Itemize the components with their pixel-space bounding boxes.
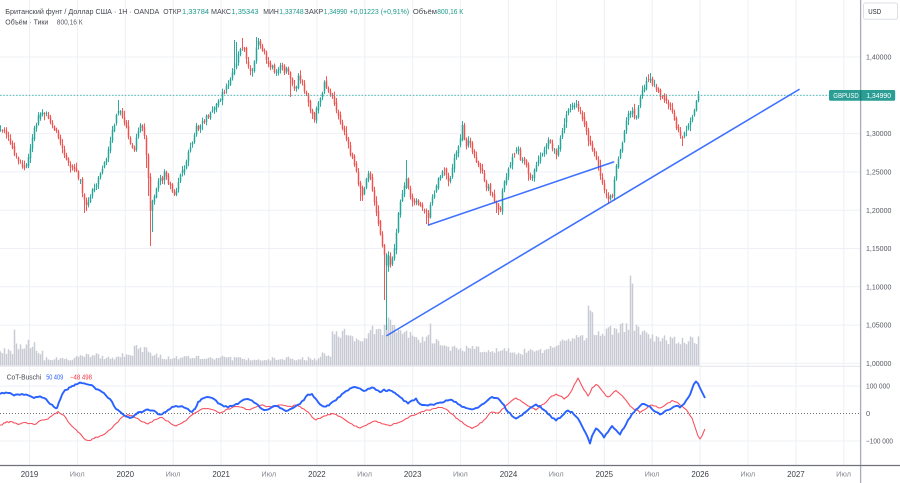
svg-text:1,05000: 1,05000 [866, 321, 891, 330]
svg-text:Июл: Июл [549, 470, 564, 479]
svg-text:Июл: Июл [70, 470, 85, 479]
svg-text:0: 0 [866, 409, 870, 418]
svg-text:1,34990: 1,34990 [324, 7, 348, 16]
svg-text:2021: 2021 [212, 470, 230, 479]
svg-text:Июл: Июл [645, 470, 660, 479]
svg-text:1,40000: 1,40000 [866, 53, 891, 62]
svg-text:1,33784: 1,33784 [182, 7, 209, 16]
svg-text:1,35343: 1,35343 [232, 7, 259, 16]
svg-text:2027: 2027 [787, 470, 805, 479]
svg-text:Июл: Июл [261, 470, 276, 479]
svg-text:2024: 2024 [500, 470, 518, 479]
svg-text:Июл: Июл [836, 470, 851, 479]
svg-text:1,25000: 1,25000 [866, 168, 891, 177]
svg-text:2022: 2022 [308, 470, 326, 479]
svg-text:−48 498: −48 498 [70, 373, 92, 382]
svg-text:Британский фунт / Доллар США ·: Британский фунт / Доллар США · 1H · OAND… [5, 7, 159, 16]
svg-text:GBPUSD: GBPUSD [833, 91, 858, 100]
svg-text:1,15000: 1,15000 [866, 244, 891, 253]
svg-text:+0,01223 (+0,91%): +0,01223 (+0,91%) [350, 7, 410, 16]
svg-text:2023: 2023 [404, 470, 422, 479]
svg-text:1,33748: 1,33748 [279, 7, 304, 16]
svg-text:1,00000: 1,00000 [866, 359, 891, 368]
svg-text:1,10000: 1,10000 [866, 282, 891, 291]
svg-text:Июл: Июл [166, 470, 181, 479]
svg-text:1,34990: 1,34990 [866, 91, 891, 100]
svg-text:−100 000: −100 000 [866, 437, 893, 446]
svg-text:2026: 2026 [691, 470, 709, 479]
svg-text:Июл: Июл [453, 470, 468, 479]
svg-text:800,16 К: 800,16 К [57, 18, 84, 27]
svg-text:Июл: Июл [357, 470, 372, 479]
svg-text:Июл: Июл [740, 470, 755, 479]
svg-text:2019: 2019 [21, 470, 39, 479]
svg-text:2025: 2025 [596, 470, 614, 479]
svg-text:ОТКР: ОТКР [163, 7, 181, 16]
svg-text:USD: USD [868, 7, 881, 16]
svg-text:100 000: 100 000 [866, 382, 890, 391]
svg-text:Объём · Тики: Объём · Тики [5, 18, 48, 27]
svg-text:Объём: Объём [413, 7, 437, 16]
svg-text:1,20000: 1,20000 [866, 206, 891, 215]
svg-text:800,16 К: 800,16 К [437, 7, 464, 16]
svg-text:2020: 2020 [117, 470, 135, 479]
svg-text:CoT-Buschi: CoT-Buschi [7, 373, 42, 382]
svg-text:50 409: 50 409 [46, 373, 63, 382]
svg-text:МИН: МИН [263, 7, 279, 16]
svg-text:1,30000: 1,30000 [866, 129, 891, 138]
svg-text:ЗАКР: ЗАКР [304, 7, 323, 16]
svg-text:МАКС: МАКС [211, 7, 231, 16]
